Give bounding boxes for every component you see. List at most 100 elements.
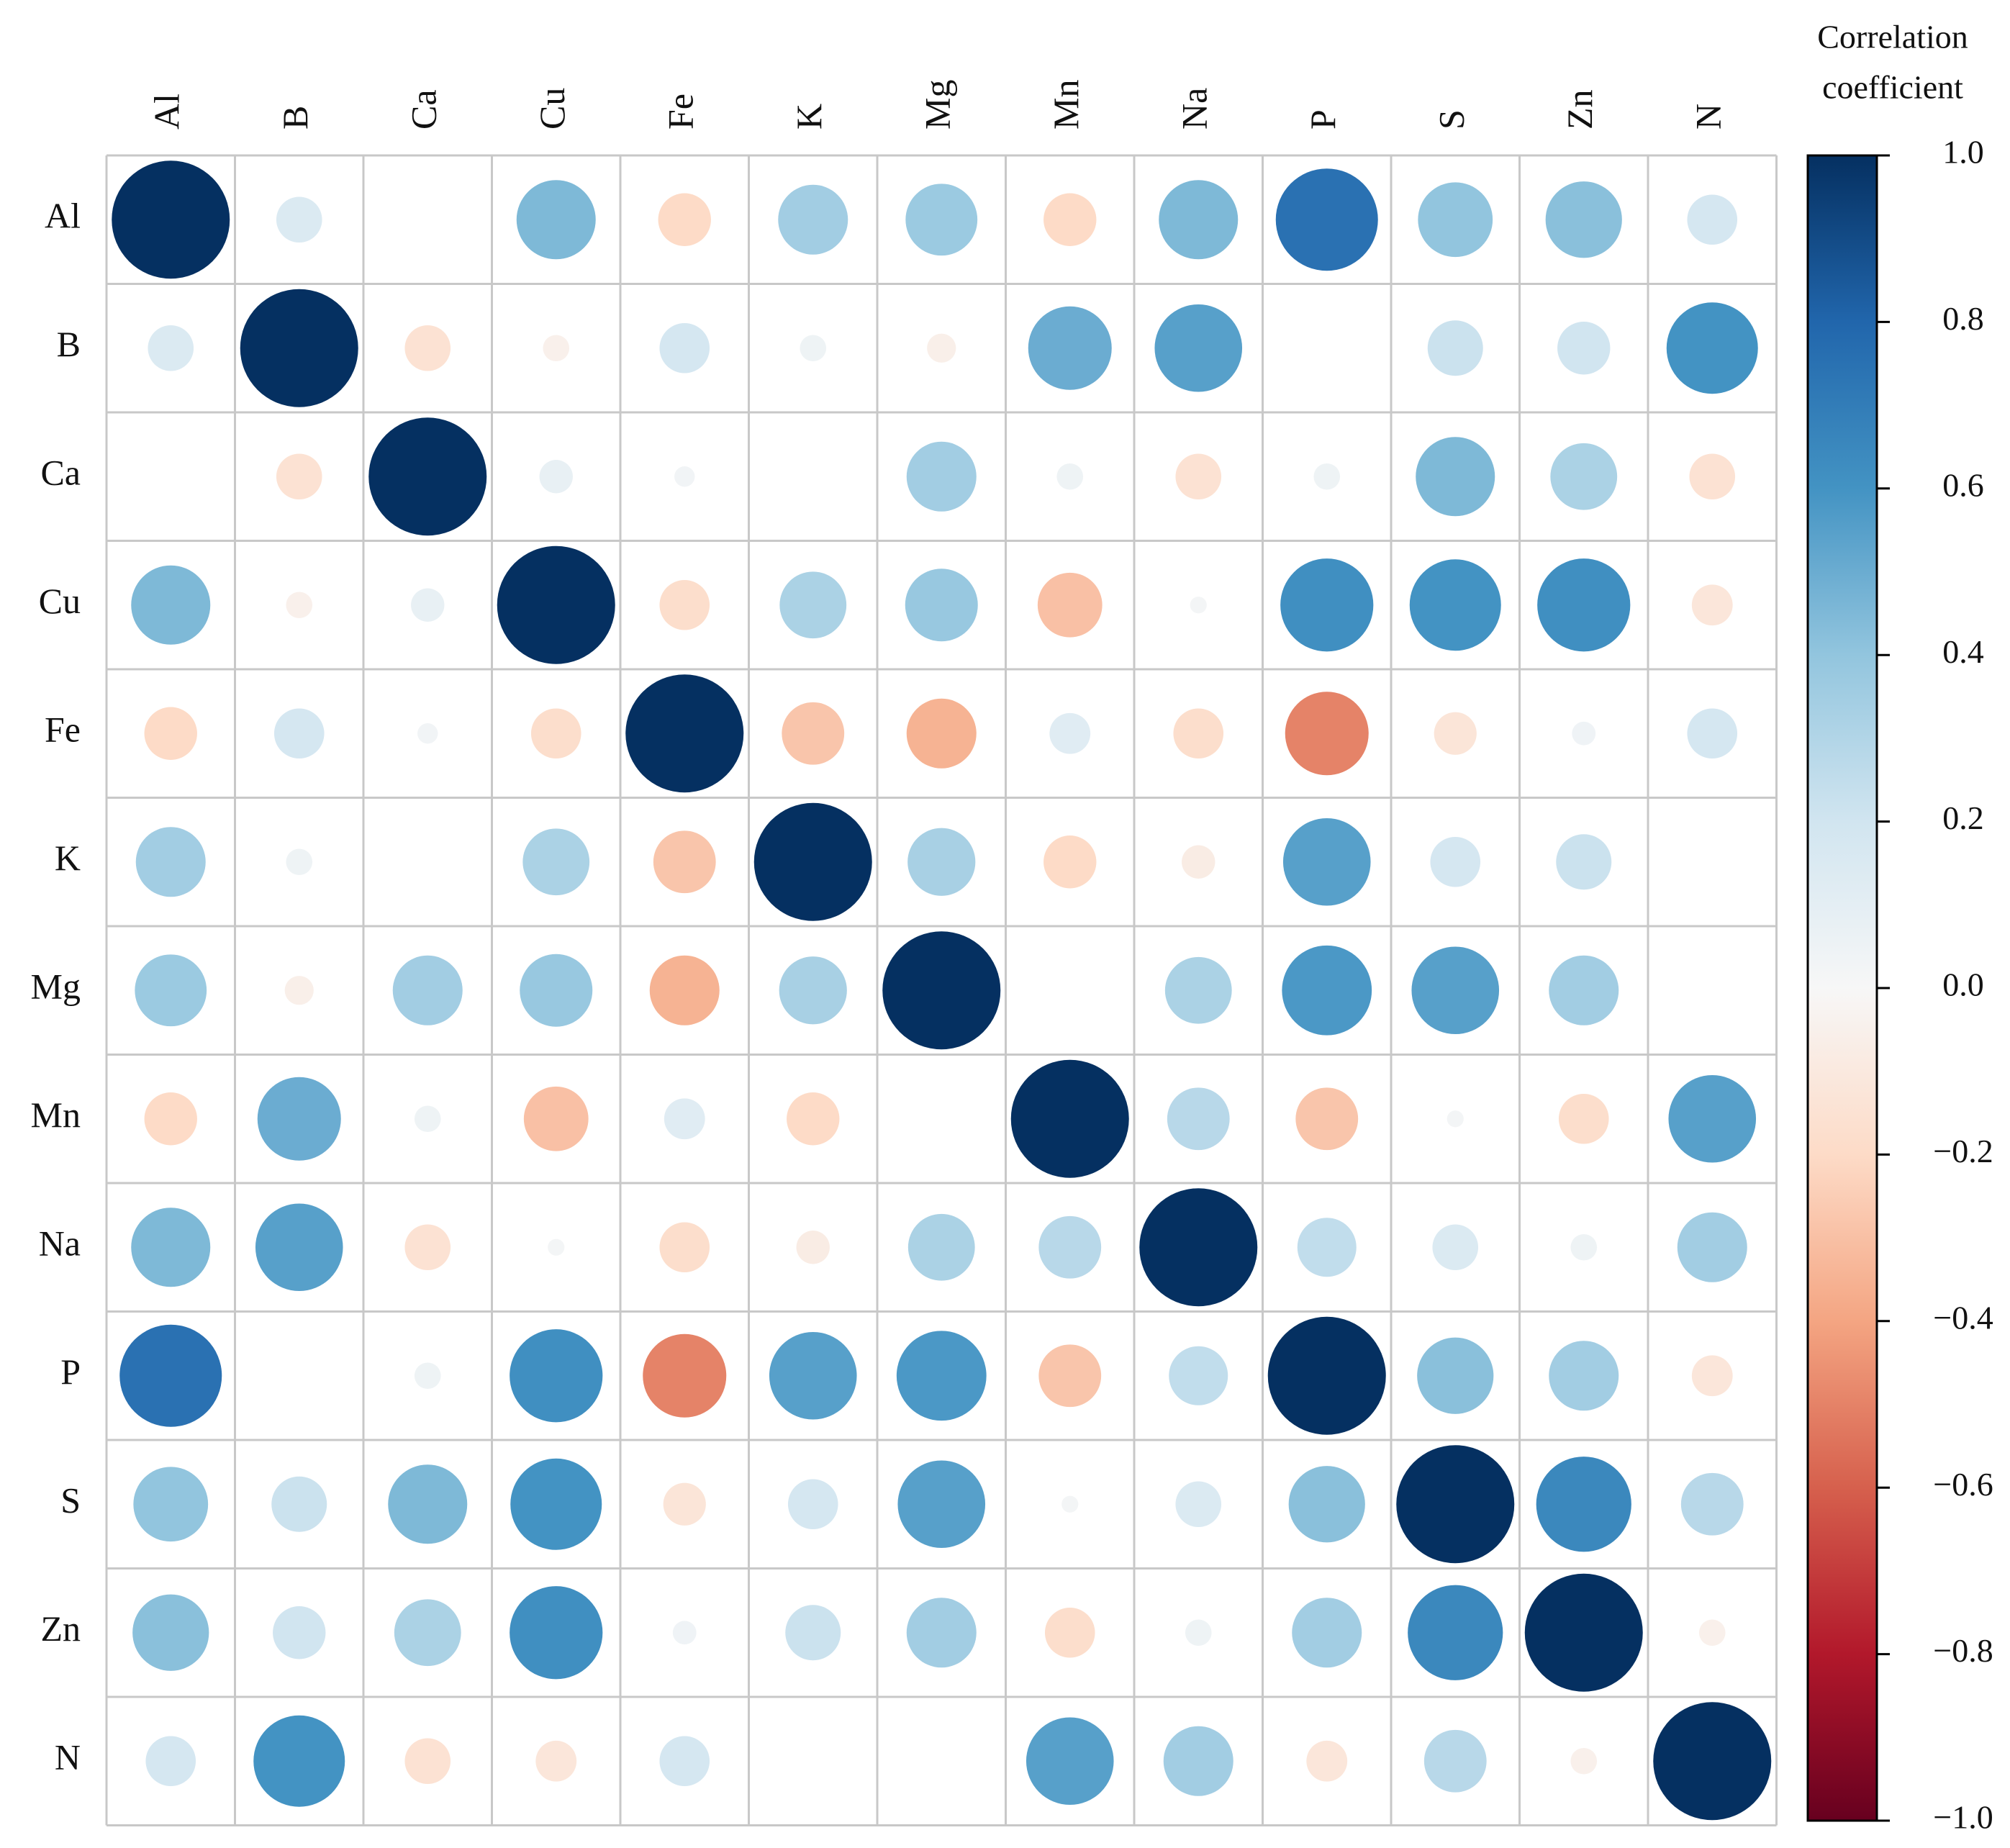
corr-circle-mn-mn: Mn / Mn <box>1010 1059 1129 1178</box>
corr-circle-p-mg: P / Mg <box>896 1331 987 1421</box>
corr-circle-n-mn: N / Mn <box>1026 1717 1114 1806</box>
corr-circle-na-mn: Na / Mn <box>1038 1215 1102 1279</box>
corr-circle-zn-n: Zn / N <box>1698 1619 1726 1647</box>
corr-circle-p-k: P / K <box>769 1331 857 1420</box>
corr-circle-k-k: K / K <box>753 802 872 921</box>
corr-circle-al-k: Al / K <box>778 184 848 255</box>
corr-circle-n-b: N / B <box>253 1715 345 1807</box>
corr-circle-cu-k: Cu / K <box>779 571 847 639</box>
corr-circle-p-al: P / Al <box>119 1324 222 1427</box>
column-label-k: K <box>789 104 829 130</box>
corr-circle-b-s: B / S <box>1427 320 1483 376</box>
corr-circle-s-p: S / P <box>1288 1466 1365 1543</box>
corr-circle-zn-na: Zn / Na <box>1185 1619 1212 1647</box>
corr-circle-fe-cu: Fe / Cu <box>530 708 581 759</box>
corr-circle-p-na: P / Na <box>1169 1346 1228 1405</box>
corr-circle-p-s: P / S <box>1417 1337 1494 1414</box>
corr-circle-al-na: Al / Na <box>1159 180 1239 260</box>
column-label-fe: Fe <box>661 94 701 130</box>
corr-circle-p-fe: P / Fe <box>643 1333 727 1418</box>
corr-circle-mn-p: Mn / P <box>1295 1087 1359 1151</box>
corr-circle-zn-s: Zn / S <box>1408 1585 1503 1680</box>
corr-circle-cu-n: Cu / N <box>1691 584 1733 626</box>
corr-circle-p-ca: P / Ca <box>414 1362 441 1390</box>
corr-circle-s-mn: S / Mn <box>1061 1495 1079 1513</box>
corr-circle-b-b: B / B <box>240 289 358 407</box>
corr-circle-p-p: P / P <box>1267 1316 1386 1435</box>
corr-circle-k-fe: K / Fe <box>653 830 716 894</box>
corr-circle-zn-p: Zn / P <box>1292 1598 1362 1668</box>
corr-circle-ca-b: Ca / B <box>276 453 322 500</box>
corr-circle-zn-al: Zn / Al <box>132 1594 209 1671</box>
corr-circle-b-n: B / N <box>1666 302 1758 394</box>
corr-circle-n-zn: N / Zn <box>1570 1747 1598 1775</box>
row-label-na: Na <box>39 1223 81 1264</box>
colorbar-tick-label: 0.8 <box>1942 300 1984 337</box>
corr-circle-zn-mg: Zn / Mg <box>906 1598 977 1668</box>
corr-circle-cu-s: Cu / S <box>1409 559 1501 651</box>
corr-circle-b-mg: B / Mg <box>927 333 956 363</box>
column-label-s: S <box>1431 109 1472 130</box>
column-label-mg: Mg <box>918 80 958 130</box>
corr-circle-s-cu: S / Cu <box>510 1458 602 1550</box>
corr-circle-na-mg: Na / Mg <box>907 1213 975 1281</box>
corr-circle-mg-s: Mg / S <box>1411 946 1500 1035</box>
circles-layer: Al / Al Al / B Al / Cu Al / Fe Al / K Al / Mg… <box>112 160 1772 1821</box>
corr-circle-mg-al: Mg / Al <box>135 954 207 1027</box>
colorbar-tick-label: −0.4 <box>1933 1299 1993 1336</box>
corr-circle-mn-k: Mn / K <box>787 1092 840 1146</box>
corr-circle-s-s: S / S <box>1396 1445 1515 1564</box>
row-label-k: K <box>55 838 81 878</box>
corr-circle-k-b: K / B <box>286 848 313 876</box>
colorbar-tick-label: −0.8 <box>1933 1632 1993 1669</box>
corr-circle-zn-k: Zn / K <box>785 1605 841 1661</box>
corr-circle-fe-k: Fe / K <box>782 702 845 765</box>
corr-circle-b-fe: B / Fe <box>659 322 710 373</box>
corr-circle-na-na: Na / Na <box>1139 1188 1258 1307</box>
corr-circle-ca-zn: Ca / Zn <box>1550 443 1618 510</box>
colorbar-tick-label: 0.0 <box>1942 966 1984 1003</box>
corr-circle-mg-fe: Mg / Fe <box>649 955 720 1025</box>
corr-circle-na-al: Na / Al <box>131 1208 211 1287</box>
corr-circle-cu-na: Cu / Na <box>1190 597 1207 614</box>
corr-circle-s-ca: S / Ca <box>388 1464 468 1544</box>
corr-circle-cu-mg: Cu / Mg <box>905 569 978 642</box>
corr-circle-zn-cu: Zn / Cu <box>510 1586 603 1680</box>
corr-circle-mg-b: Mg / B <box>284 976 314 1005</box>
corr-circle-fe-ca: Fe / Ca <box>417 723 438 744</box>
corr-circle-mg-na: Mg / Na <box>1164 956 1232 1024</box>
corr-circle-cu-fe: Cu / Fe <box>659 579 710 630</box>
corr-circle-al-cu: Al / Cu <box>516 180 596 260</box>
corr-circle-mn-cu: Mn / Cu <box>523 1086 589 1151</box>
corr-circle-n-n: N / N <box>1653 1702 1772 1821</box>
corr-circle-na-b: Na / B <box>255 1203 343 1292</box>
grid-layer <box>105 154 1778 1826</box>
corr-circle-n-s: N / S <box>1423 1729 1487 1793</box>
row-label-n: N <box>55 1737 81 1777</box>
corr-circle-s-n: S / N <box>1680 1472 1744 1536</box>
corr-circle-na-ca: Na / Ca <box>404 1224 451 1271</box>
corr-circle-fe-na: Fe / Na <box>1173 708 1224 759</box>
corr-circle-k-mn: K / Mn <box>1044 835 1097 889</box>
corr-circle-zn-ca: Zn / Ca <box>394 1599 461 1667</box>
corr-circle-s-na: S / Na <box>1175 1481 1222 1528</box>
corr-circle-fe-s: Fe / S <box>1434 712 1477 755</box>
colorbar-tick-label: −1.0 <box>1933 1799 1993 1836</box>
corr-circle-fe-n: Fe / N <box>1687 708 1738 759</box>
corr-circle-b-k: B / K <box>800 335 827 362</box>
corr-circle-zn-b: Zn / B <box>273 1606 326 1659</box>
corr-circle-cu-p: Cu / P <box>1280 558 1374 652</box>
row-label-fe: Fe <box>45 710 81 750</box>
corr-circle-k-na: K / Na <box>1182 845 1215 879</box>
row-label-mg: Mg <box>31 966 81 1007</box>
corr-circle-na-zn: Na / Zn <box>1570 1233 1598 1261</box>
colorbar-tick-label: 1.0 <box>1942 134 1984 171</box>
column-label-zn: Zn <box>1559 89 1600 130</box>
colorbar-tick-label: −0.6 <box>1933 1466 1993 1503</box>
corr-circle-s-k: S / K <box>787 1479 838 1530</box>
corr-circle-b-al: B / Al <box>148 325 194 371</box>
column-label-mn: Mn <box>1046 80 1086 130</box>
corr-circle-mg-p: Mg / P <box>1282 945 1372 1036</box>
colorbar-tick-label: 0.6 <box>1942 466 1984 503</box>
